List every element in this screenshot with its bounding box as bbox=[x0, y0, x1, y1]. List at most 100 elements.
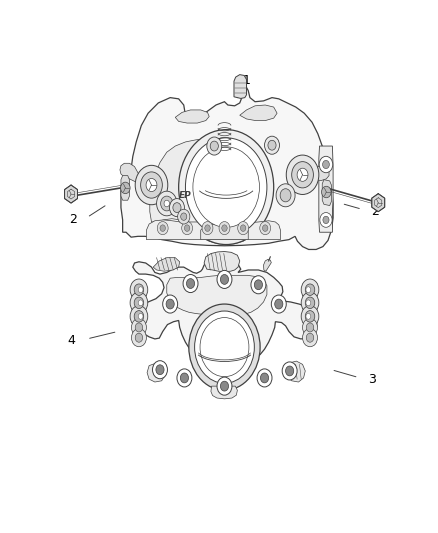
Circle shape bbox=[306, 323, 314, 332]
Polygon shape bbox=[133, 260, 317, 365]
Polygon shape bbox=[264, 260, 271, 271]
Circle shape bbox=[205, 225, 210, 231]
Circle shape bbox=[157, 191, 177, 216]
Circle shape bbox=[180, 373, 188, 383]
Circle shape bbox=[157, 222, 168, 235]
Circle shape bbox=[138, 300, 143, 306]
Circle shape bbox=[156, 365, 164, 375]
Circle shape bbox=[162, 295, 178, 313]
Circle shape bbox=[301, 279, 319, 301]
Circle shape bbox=[178, 209, 190, 224]
Circle shape bbox=[217, 270, 232, 288]
Circle shape bbox=[260, 222, 271, 235]
Polygon shape bbox=[284, 361, 305, 382]
Text: 3: 3 bbox=[368, 374, 376, 386]
Polygon shape bbox=[175, 110, 209, 123]
Circle shape bbox=[134, 311, 144, 322]
Text: 2: 2 bbox=[70, 213, 78, 227]
Circle shape bbox=[303, 318, 318, 336]
Circle shape bbox=[301, 292, 319, 313]
Circle shape bbox=[306, 313, 311, 319]
Polygon shape bbox=[120, 163, 141, 182]
Circle shape bbox=[305, 311, 315, 322]
Circle shape bbox=[182, 222, 193, 235]
Circle shape bbox=[166, 299, 174, 309]
Circle shape bbox=[268, 140, 276, 150]
Polygon shape bbox=[311, 166, 329, 181]
Polygon shape bbox=[153, 257, 180, 271]
Circle shape bbox=[220, 381, 229, 391]
Circle shape bbox=[152, 361, 167, 379]
Circle shape bbox=[305, 284, 315, 295]
Circle shape bbox=[305, 297, 315, 309]
Circle shape bbox=[135, 165, 168, 205]
Circle shape bbox=[138, 287, 143, 293]
Polygon shape bbox=[240, 105, 277, 120]
Circle shape bbox=[164, 200, 170, 207]
Circle shape bbox=[319, 156, 333, 173]
Circle shape bbox=[323, 216, 329, 224]
Circle shape bbox=[135, 323, 143, 332]
Circle shape bbox=[219, 222, 230, 235]
Circle shape bbox=[194, 311, 254, 383]
Circle shape bbox=[173, 203, 181, 213]
Circle shape bbox=[262, 225, 268, 231]
Circle shape bbox=[292, 161, 314, 188]
Circle shape bbox=[146, 179, 157, 191]
Circle shape bbox=[257, 369, 272, 387]
Circle shape bbox=[120, 182, 130, 193]
Circle shape bbox=[179, 130, 274, 245]
Circle shape bbox=[220, 274, 229, 284]
Circle shape bbox=[217, 377, 232, 395]
Circle shape bbox=[276, 184, 295, 207]
Text: 4: 4 bbox=[68, 335, 76, 348]
Polygon shape bbox=[211, 386, 237, 399]
Circle shape bbox=[207, 137, 222, 155]
Circle shape bbox=[170, 199, 184, 216]
Circle shape bbox=[131, 318, 146, 336]
Circle shape bbox=[320, 213, 332, 227]
Circle shape bbox=[202, 222, 213, 235]
Circle shape bbox=[321, 186, 331, 198]
Circle shape bbox=[184, 225, 190, 231]
Circle shape bbox=[138, 313, 143, 319]
Circle shape bbox=[181, 213, 187, 220]
Polygon shape bbox=[204, 252, 240, 272]
Circle shape bbox=[240, 225, 246, 231]
Circle shape bbox=[193, 147, 259, 227]
Circle shape bbox=[200, 318, 249, 377]
Circle shape bbox=[185, 138, 267, 236]
Circle shape bbox=[286, 155, 319, 195]
Circle shape bbox=[187, 279, 194, 288]
Text: 1: 1 bbox=[243, 74, 251, 87]
Circle shape bbox=[301, 306, 319, 327]
Polygon shape bbox=[234, 75, 247, 99]
Circle shape bbox=[131, 329, 146, 347]
Circle shape bbox=[177, 369, 192, 387]
Circle shape bbox=[183, 274, 198, 293]
Circle shape bbox=[322, 160, 329, 168]
Text: EP: EP bbox=[179, 191, 192, 200]
Circle shape bbox=[306, 300, 311, 306]
Circle shape bbox=[134, 284, 144, 295]
Circle shape bbox=[161, 196, 173, 211]
Circle shape bbox=[135, 333, 143, 342]
Circle shape bbox=[238, 222, 249, 235]
Circle shape bbox=[251, 276, 266, 294]
Circle shape bbox=[261, 373, 268, 383]
Polygon shape bbox=[150, 139, 262, 245]
Circle shape bbox=[254, 280, 262, 290]
Circle shape bbox=[130, 306, 148, 327]
Circle shape bbox=[306, 287, 311, 293]
Polygon shape bbox=[319, 146, 333, 232]
Text: 2: 2 bbox=[371, 205, 379, 218]
Circle shape bbox=[280, 189, 291, 202]
Circle shape bbox=[286, 366, 294, 376]
Polygon shape bbox=[372, 193, 385, 212]
Polygon shape bbox=[322, 180, 332, 206]
Polygon shape bbox=[121, 175, 130, 200]
Circle shape bbox=[275, 299, 283, 309]
Circle shape bbox=[222, 225, 227, 231]
Circle shape bbox=[130, 292, 148, 313]
Circle shape bbox=[306, 333, 314, 342]
